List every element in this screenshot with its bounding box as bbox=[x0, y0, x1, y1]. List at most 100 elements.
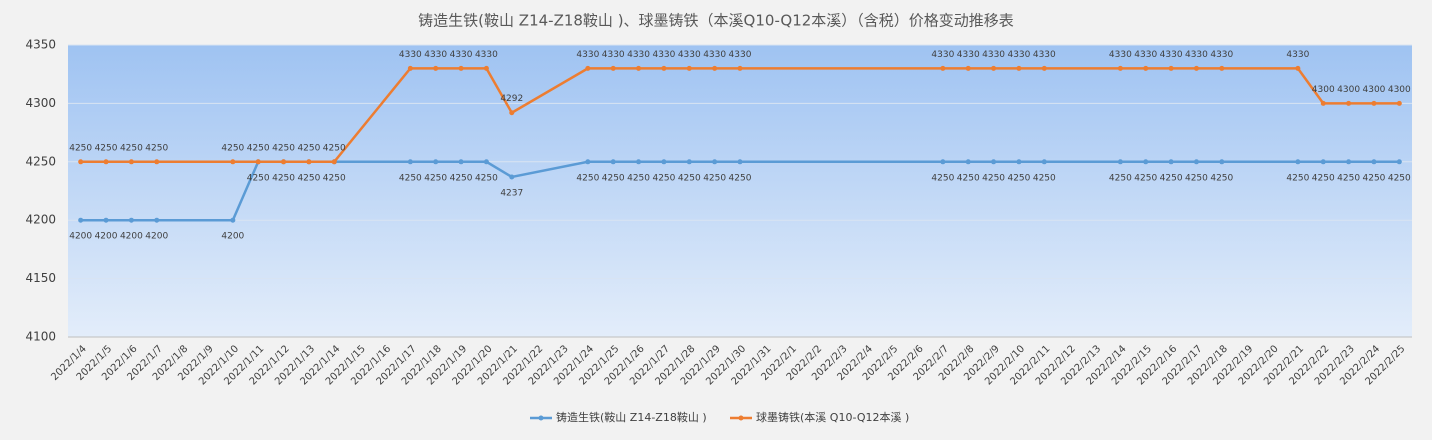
data-point bbox=[1295, 65, 1301, 71]
data-label: 4330 bbox=[703, 50, 726, 60]
data-point bbox=[128, 159, 134, 165]
data-point bbox=[1346, 159, 1352, 165]
data-label: 4330 bbox=[1185, 50, 1208, 60]
data-label: 4330 bbox=[576, 50, 599, 60]
data-point bbox=[509, 174, 515, 180]
data-label: 4250 bbox=[982, 173, 1005, 183]
data-point bbox=[991, 65, 997, 71]
data-label: 4250 bbox=[627, 173, 650, 183]
data-label: 4330 bbox=[729, 50, 752, 60]
data-point bbox=[483, 159, 489, 165]
data-label: 4250 bbox=[1160, 173, 1183, 183]
data-point bbox=[1396, 159, 1402, 165]
data-point bbox=[1117, 159, 1123, 165]
data-label: 4250 bbox=[272, 143, 295, 153]
data-point bbox=[331, 159, 337, 165]
data-point bbox=[940, 159, 946, 165]
data-label: 4250 bbox=[1007, 173, 1030, 183]
y-tick-label: 4200 bbox=[25, 213, 56, 227]
data-label: 4250 bbox=[247, 173, 270, 183]
data-label: 4250 bbox=[957, 173, 980, 183]
data-label: 4250 bbox=[1312, 173, 1335, 183]
data-label: 4250 bbox=[221, 143, 244, 153]
data-point bbox=[78, 159, 84, 165]
data-label: 4330 bbox=[602, 50, 625, 60]
data-label: 4330 bbox=[1033, 50, 1056, 60]
data-label: 4250 bbox=[931, 173, 954, 183]
data-point bbox=[1016, 65, 1022, 71]
data-point bbox=[1396, 100, 1402, 106]
data-label: 4330 bbox=[1007, 50, 1030, 60]
data-label: 4250 bbox=[1210, 173, 1233, 183]
data-point bbox=[1143, 159, 1149, 165]
data-label: 4330 bbox=[957, 50, 980, 60]
data-label: 4200 bbox=[69, 232, 92, 242]
y-tick-label: 4300 bbox=[25, 96, 56, 110]
data-point bbox=[103, 217, 109, 223]
data-point bbox=[1117, 65, 1123, 71]
data-label: 4330 bbox=[399, 50, 422, 60]
data-point bbox=[306, 159, 312, 165]
data-point bbox=[154, 159, 160, 165]
data-point bbox=[128, 217, 134, 223]
legend-label: 球墨铸铁(本溪 Q10-Q12本溪 ) bbox=[756, 410, 909, 424]
data-label: 4250 bbox=[424, 173, 447, 183]
data-label: 4250 bbox=[652, 173, 675, 183]
y-tick-label: 4100 bbox=[25, 330, 56, 344]
data-point bbox=[940, 65, 946, 71]
y-tick-label: 4350 bbox=[25, 38, 56, 52]
data-point bbox=[712, 65, 718, 71]
data-point bbox=[661, 159, 667, 165]
data-point bbox=[1295, 159, 1301, 165]
data-point bbox=[585, 65, 591, 71]
data-label: 4330 bbox=[1134, 50, 1157, 60]
data-point bbox=[1371, 159, 1377, 165]
data-label: 4250 bbox=[1134, 173, 1157, 183]
data-label: 4250 bbox=[602, 173, 625, 183]
data-point bbox=[255, 159, 261, 165]
data-point bbox=[433, 65, 439, 71]
data-point bbox=[1041, 65, 1047, 71]
data-point bbox=[636, 65, 642, 71]
data-label: 4330 bbox=[450, 50, 473, 60]
data-label: 4330 bbox=[1109, 50, 1132, 60]
data-label: 4200 bbox=[221, 232, 244, 242]
data-point bbox=[686, 159, 692, 165]
data-label: 4200 bbox=[95, 232, 118, 242]
data-label: 4250 bbox=[450, 173, 473, 183]
data-point bbox=[661, 65, 667, 71]
data-point bbox=[230, 217, 236, 223]
data-label: 4330 bbox=[1160, 50, 1183, 60]
data-label: 4250 bbox=[272, 173, 295, 183]
data-point bbox=[1193, 159, 1199, 165]
data-label: 4330 bbox=[475, 50, 498, 60]
data-label: 4250 bbox=[1033, 173, 1056, 183]
data-label: 4330 bbox=[424, 50, 447, 60]
data-label: 4330 bbox=[652, 50, 675, 60]
data-label: 4250 bbox=[1185, 173, 1208, 183]
data-point bbox=[1219, 65, 1225, 71]
data-point bbox=[407, 65, 413, 71]
data-point bbox=[636, 159, 642, 165]
data-label: 4300 bbox=[1312, 85, 1335, 95]
data-point bbox=[712, 159, 718, 165]
legend-marker bbox=[738, 415, 744, 421]
data-label: 4250 bbox=[297, 173, 320, 183]
data-label: 4250 bbox=[1337, 173, 1360, 183]
data-label: 4250 bbox=[1388, 173, 1411, 183]
data-point bbox=[154, 217, 160, 223]
data-label: 4250 bbox=[475, 173, 498, 183]
data-label: 4250 bbox=[576, 173, 599, 183]
data-label: 4250 bbox=[1363, 173, 1386, 183]
data-point bbox=[230, 159, 236, 165]
data-point bbox=[483, 65, 489, 71]
data-point bbox=[1016, 159, 1022, 165]
data-point bbox=[1371, 100, 1377, 106]
data-label: 4250 bbox=[703, 173, 726, 183]
data-point bbox=[509, 110, 515, 116]
data-point bbox=[1219, 159, 1225, 165]
data-point bbox=[737, 159, 743, 165]
data-label: 4250 bbox=[69, 143, 92, 153]
data-point bbox=[965, 159, 971, 165]
